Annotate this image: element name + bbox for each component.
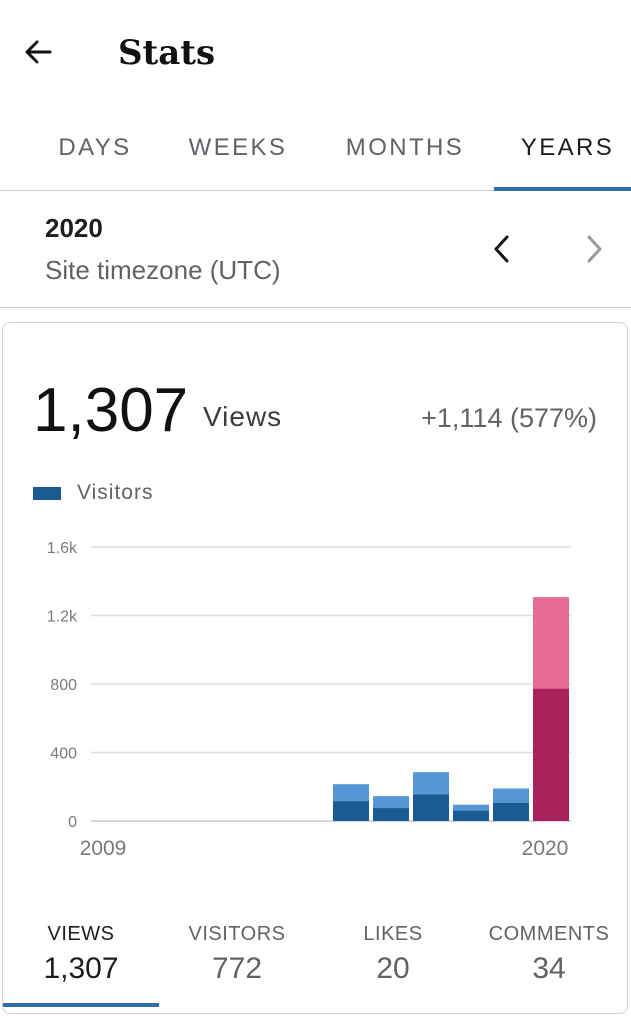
metric-label-visitors: VISITORS (188, 923, 286, 945)
total-views-value: 1,307 (33, 376, 189, 445)
tab-weeks[interactable]: WEEKS (188, 134, 288, 161)
metric-value-likes: 20 (376, 952, 410, 985)
bar-visitors (373, 808, 409, 821)
metric-tab-views[interactable]: VIEWS 1,307 (3, 907, 159, 1007)
x-tick-label: 2009 (80, 837, 127, 860)
chart-legend: Visitors (33, 481, 153, 505)
legend-swatch-visitors (33, 486, 61, 500)
metric-label-comments: COMMENTS (488, 923, 610, 945)
chevron-right-icon (587, 235, 602, 263)
metric-tab-likes[interactable]: LIKES 20 (315, 907, 471, 1007)
chevron-left-icon (494, 235, 509, 263)
bar-visitors (413, 794, 449, 821)
next-period-button[interactable] (572, 227, 616, 271)
bar-visitors (493, 803, 529, 821)
period-year: 2020 (45, 213, 103, 243)
y-tick-label: 1.2k (47, 609, 78, 626)
legend-label-visitors: Visitors (77, 481, 154, 504)
tab-days[interactable]: DAYS (58, 134, 132, 161)
back-button[interactable] (16, 30, 60, 74)
bar-visitors (533, 688, 569, 821)
metric-value-visitors: 772 (211, 952, 263, 985)
metric-value-comments: 34 (532, 952, 566, 985)
metric-label-views: VIEWS (47, 923, 115, 945)
views-change: +1,114 (577%) (421, 403, 597, 433)
period-timezone: Site timezone (UTC) (45, 255, 281, 285)
date-bar: 2020 Site timezone (UTC) (0, 191, 631, 308)
y-tick-label: 1.6k (47, 540, 78, 557)
previous-period-button[interactable] (480, 227, 524, 271)
app-bar: Stats (0, 0, 631, 106)
bar-visitors (333, 801, 369, 821)
arrow-left-icon (25, 40, 52, 64)
tab-years[interactable]: YEARS (520, 134, 615, 161)
x-tick-label: 2020 (522, 837, 569, 860)
page-title: Stats (118, 33, 216, 73)
y-tick-label: 0 (68, 814, 77, 831)
stats-card: 1,307 Views +1,114 (577%) Visitors 0 400 8… (2, 322, 628, 1014)
bar-visitors (453, 810, 489, 821)
tab-indicator (494, 187, 631, 191)
views-bar-chart[interactable]: 0 400 800 1.2k 1.6k 2009 2020 (3, 523, 627, 863)
y-tick-label: 400 (50, 746, 77, 763)
tab-months[interactable]: MONTHS (345, 134, 465, 161)
y-tick-label: 800 (50, 677, 77, 694)
metric-value-views: 1,307 (43, 952, 119, 985)
metric-label-likes: LIKES (363, 923, 423, 945)
metric-indicator (3, 1003, 159, 1007)
total-views-unit: Views (203, 401, 283, 432)
metric-tab-visitors[interactable]: VISITORS 772 (159, 907, 315, 1007)
metric-tab-comments[interactable]: COMMENTS 34 (471, 907, 627, 1007)
period-tabs: DAYS WEEKS MONTHS YEARS (0, 106, 631, 191)
